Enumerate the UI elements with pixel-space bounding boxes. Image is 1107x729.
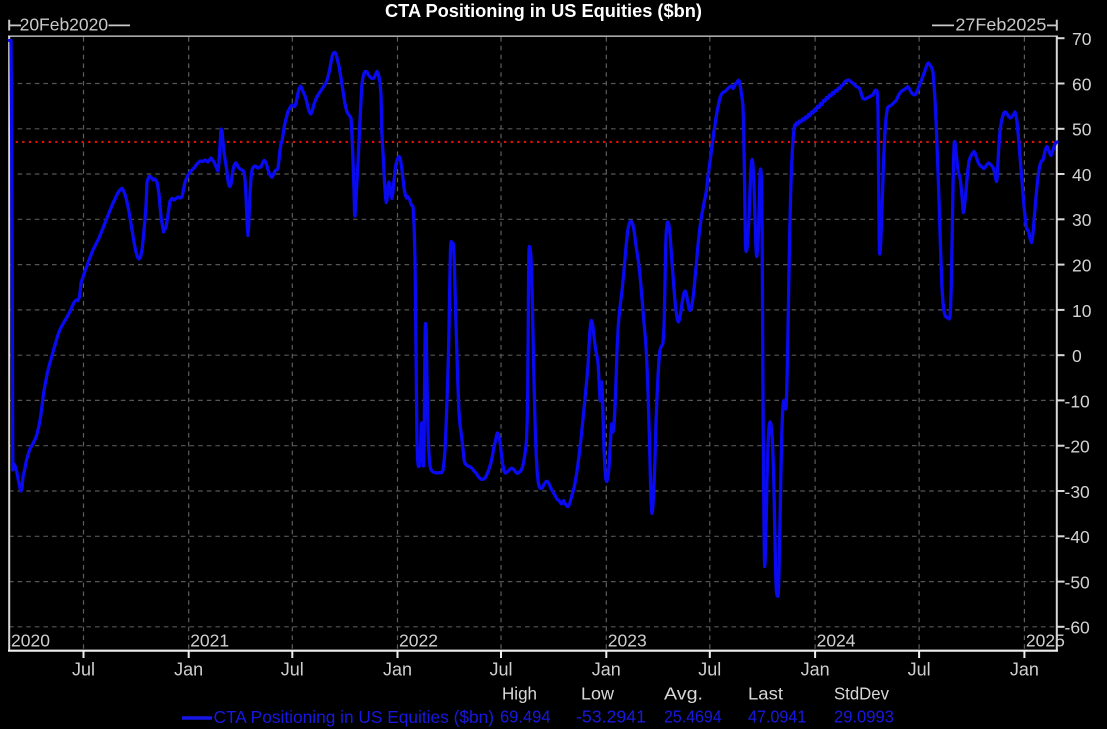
svg-text:2024: 2024 xyxy=(817,631,856,651)
svg-text:CTA Positioning in US Equities: CTA Positioning in US Equities ($bn) xyxy=(214,707,495,727)
svg-text:25.4694: 25.4694 xyxy=(664,707,722,727)
svg-text:-60: -60 xyxy=(1065,618,1091,638)
svg-text:Jan: Jan xyxy=(801,660,830,680)
svg-text:30: 30 xyxy=(1072,210,1092,230)
svg-text:70: 70 xyxy=(1072,29,1092,49)
svg-text:StdDev: StdDev xyxy=(834,684,889,704)
svg-text:Low: Low xyxy=(581,684,614,704)
svg-text:-30: -30 xyxy=(1065,482,1091,502)
svg-text:Avg.: Avg. xyxy=(664,684,703,704)
svg-text:Jul: Jul xyxy=(281,660,304,680)
svg-text:Jan: Jan xyxy=(592,660,621,680)
svg-text:2021: 2021 xyxy=(190,631,229,651)
svg-text:0: 0 xyxy=(1072,346,1082,366)
svg-text:Jul: Jul xyxy=(489,660,512,680)
svg-text:Last: Last xyxy=(748,684,783,704)
svg-text:Jul: Jul xyxy=(72,660,95,680)
svg-text:-10: -10 xyxy=(1065,391,1091,411)
svg-text:Jan: Jan xyxy=(174,660,203,680)
svg-text:29.0993: 29.0993 xyxy=(834,707,894,727)
svg-text:-53.2941: -53.2941 xyxy=(576,707,646,727)
svg-text:69.494: 69.494 xyxy=(500,707,551,727)
svg-text:High: High xyxy=(502,684,537,704)
svg-text:CTA Positioning in US Equities: CTA Positioning in US Equities ($bn) xyxy=(385,1,702,21)
svg-text:Jan: Jan xyxy=(383,660,412,680)
svg-text:27Feb2025: 27Feb2025 xyxy=(955,15,1046,35)
svg-text:2025: 2025 xyxy=(1026,631,1065,651)
svg-text:Jan: Jan xyxy=(1010,660,1039,680)
svg-text:-40: -40 xyxy=(1065,527,1091,547)
svg-text:50: 50 xyxy=(1072,120,1092,140)
svg-text:2023: 2023 xyxy=(608,631,647,651)
svg-text:47.0941: 47.0941 xyxy=(748,707,806,727)
svg-text:20: 20 xyxy=(1072,256,1092,276)
svg-text:10: 10 xyxy=(1072,301,1092,321)
svg-text:-50: -50 xyxy=(1065,573,1091,593)
svg-text:2020: 2020 xyxy=(11,631,50,651)
svg-text:40: 40 xyxy=(1072,165,1092,185)
svg-text:20Feb2020: 20Feb2020 xyxy=(20,15,109,35)
svg-text:2022: 2022 xyxy=(399,631,438,651)
svg-text:-20: -20 xyxy=(1065,437,1091,457)
svg-text:Jul: Jul xyxy=(908,660,931,680)
svg-text:Jul: Jul xyxy=(698,660,721,680)
svg-text:60: 60 xyxy=(1072,74,1092,94)
